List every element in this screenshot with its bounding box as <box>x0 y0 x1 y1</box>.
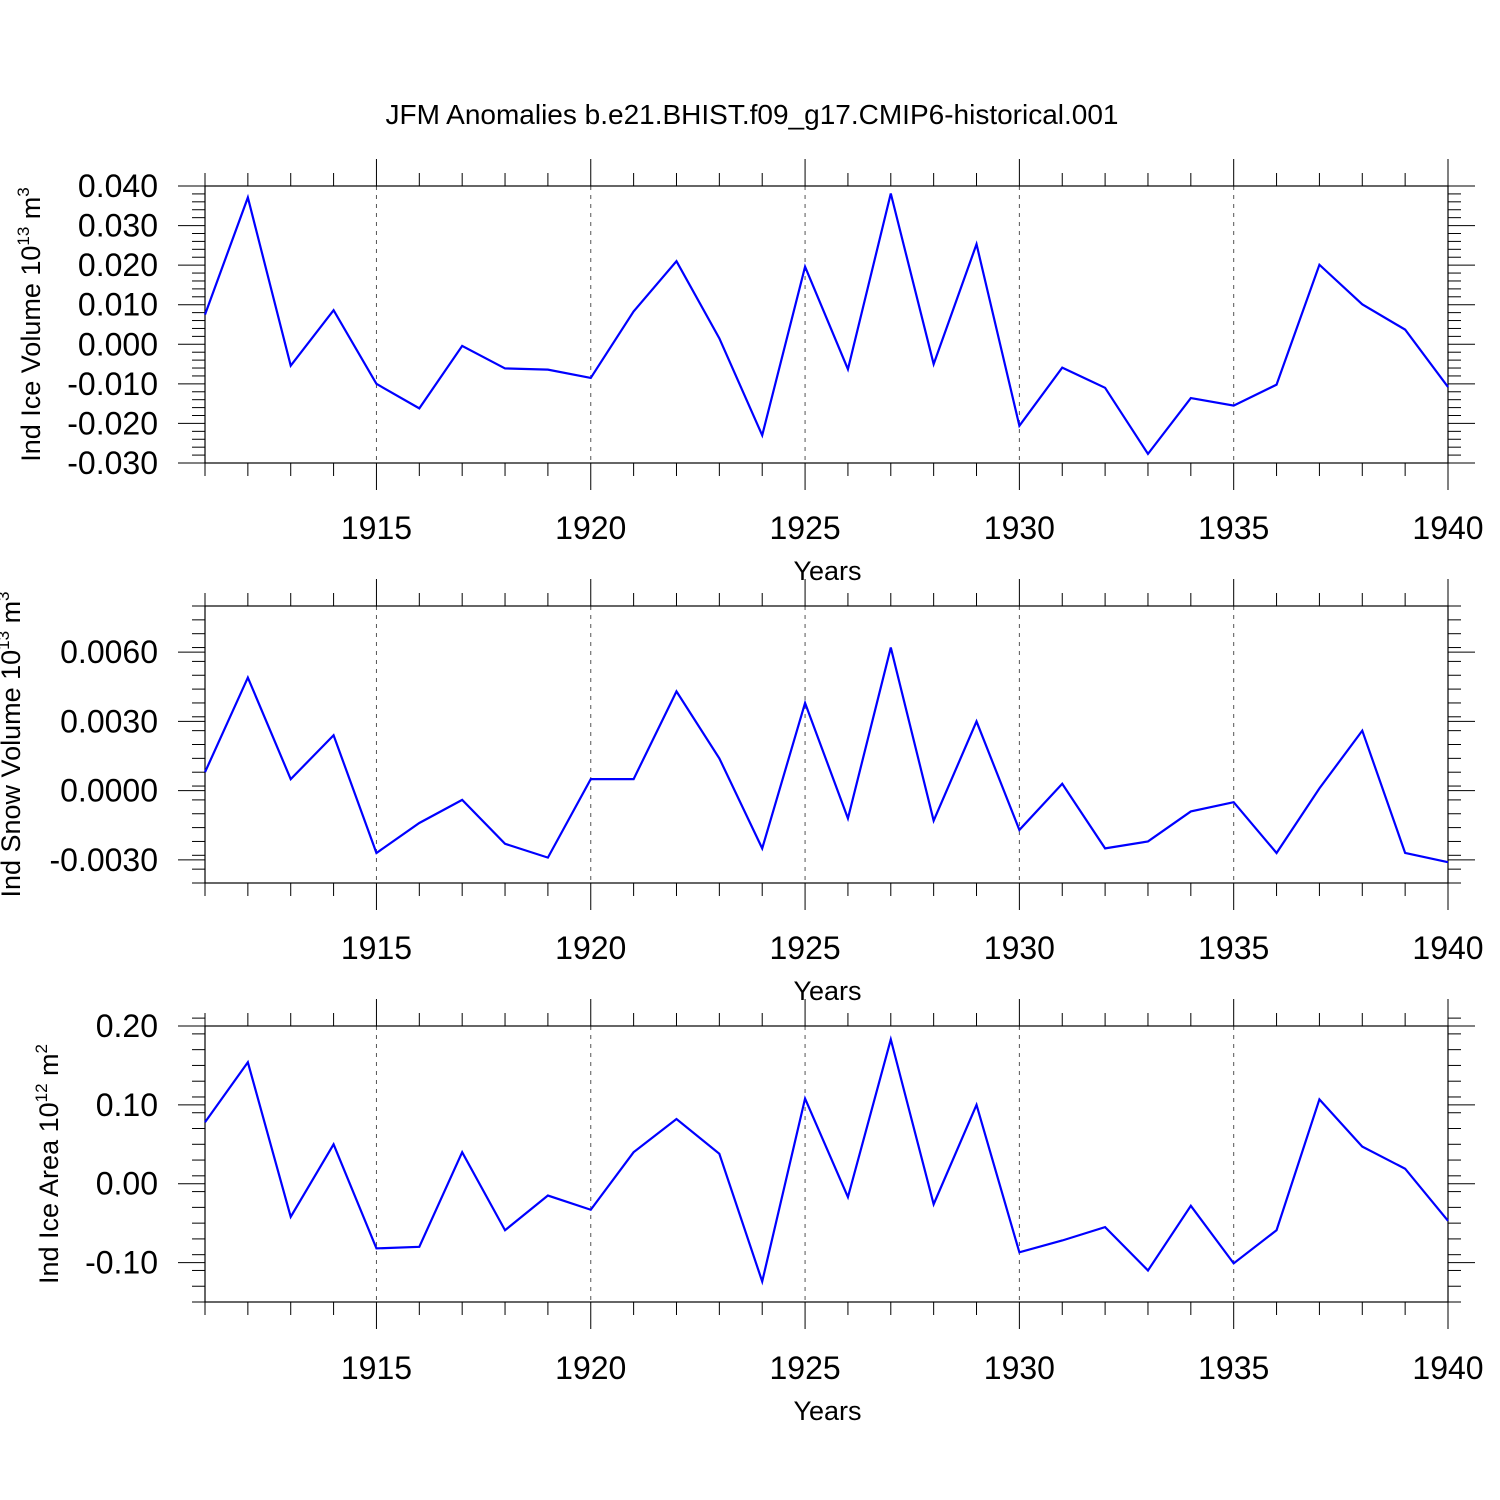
y-axis-label-superscript: 13 <box>0 631 13 650</box>
y-axis-label: Ind Snow Volume 1013 m3 <box>0 591 26 897</box>
panel-3: 1915 1920 1925 1930 1935 1940 Years -0.10 0.00 0.… <box>32 999 1484 1426</box>
y-axis-label-part: m <box>0 601 26 631</box>
y-axis-label: Ind Ice Volume 1013 m3 <box>14 187 46 462</box>
y-tick-label: -0.0030 <box>49 842 158 878</box>
panel-1: 1915 1920 1925 1930 1935 1940 Years -0.030 -0.02… <box>14 159 1484 586</box>
y-tick-label: 0.030 <box>78 208 158 244</box>
y-tick-label: 0.00 <box>96 1166 158 1202</box>
plot-frame <box>204 1025 1449 1303</box>
y-axis-label-superscript: 2 <box>32 1044 51 1053</box>
y-axis-label-superscript: 3 <box>0 591 13 600</box>
x-tick-label: 1925 <box>769 510 840 546</box>
x-axis-label: Years <box>793 976 861 1006</box>
series-line <box>204 1035 1449 1286</box>
y-tick-label: 0.020 <box>78 247 158 283</box>
chart-title: JFM Anomalies b.e21.BHIST.f09_g17.CMIP6-… <box>385 99 1118 130</box>
x-tick-label: 1930 <box>984 930 1055 966</box>
x-tick-label: 1915 <box>341 510 412 546</box>
y-axis-label-part: m <box>16 197 46 227</box>
y-tick-label: 0.0030 <box>60 703 158 739</box>
x-axis-label: Years <box>793 556 861 586</box>
y-axis-label-part: Ind Snow Volume 10 <box>0 650 26 898</box>
y-tick-label: 0.0000 <box>60 773 158 809</box>
x-tick-label: 1925 <box>769 930 840 966</box>
y-tick-label: 0.000 <box>78 326 158 362</box>
x-tick-label: 1925 <box>769 1350 840 1386</box>
x-tick-label: 1940 <box>1412 1350 1483 1386</box>
y-axis-label-superscript: 3 <box>14 187 33 196</box>
x-tick-label: 1915 <box>341 930 412 966</box>
y-axis-label-superscript: 12 <box>32 1083 51 1102</box>
x-tick-label: 1940 <box>1412 930 1483 966</box>
y-tick-label: 0.10 <box>96 1087 158 1123</box>
y-tick-label: -0.10 <box>85 1245 158 1281</box>
y-tick-label: 0.010 <box>78 287 158 323</box>
x-tick-label: 1930 <box>984 510 1055 546</box>
y-tick-label: 0.040 <box>78 168 158 204</box>
x-axis-label: Years <box>793 1396 861 1426</box>
x-tick-label: 1935 <box>1198 510 1269 546</box>
x-tick-label: 1935 <box>1198 1350 1269 1386</box>
series-line <box>203 647 1449 864</box>
series-line <box>203 193 1449 456</box>
y-tick-label: 0.0060 <box>60 634 158 670</box>
y-tick-label: -0.030 <box>67 445 158 481</box>
y-axis-label: Ind Ice Area 1012 m2 <box>32 1044 64 1284</box>
x-tick-label: 1915 <box>341 1350 412 1386</box>
plot-frame <box>204 185 1449 464</box>
y-tick-label: -0.020 <box>67 405 158 441</box>
x-tick-label: 1935 <box>1198 930 1269 966</box>
y-axis-label-part: Ind Ice Volume 10 <box>16 246 46 462</box>
y-axis-label-part: m <box>34 1053 64 1083</box>
x-tick-label: 1930 <box>984 1350 1055 1386</box>
panel-2: 1915 1920 1925 1930 1935 1940 Years -0.0030 0.00… <box>0 579 1484 1006</box>
y-tick-label: 0.20 <box>96 1008 158 1044</box>
chart-panels: 1915 1920 1925 1930 1935 1940 Years -0.030 -0.02… <box>0 159 1484 1426</box>
x-tick-label: 1920 <box>555 1350 626 1386</box>
x-tick-label: 1920 <box>555 510 626 546</box>
x-tick-label: 1940 <box>1412 510 1483 546</box>
x-tick-label: 1920 <box>555 930 626 966</box>
y-axis-label-superscript: 13 <box>14 227 33 246</box>
y-tick-label: -0.010 <box>67 366 158 402</box>
y-axis-label-part: Ind Ice Area 10 <box>34 1102 64 1284</box>
